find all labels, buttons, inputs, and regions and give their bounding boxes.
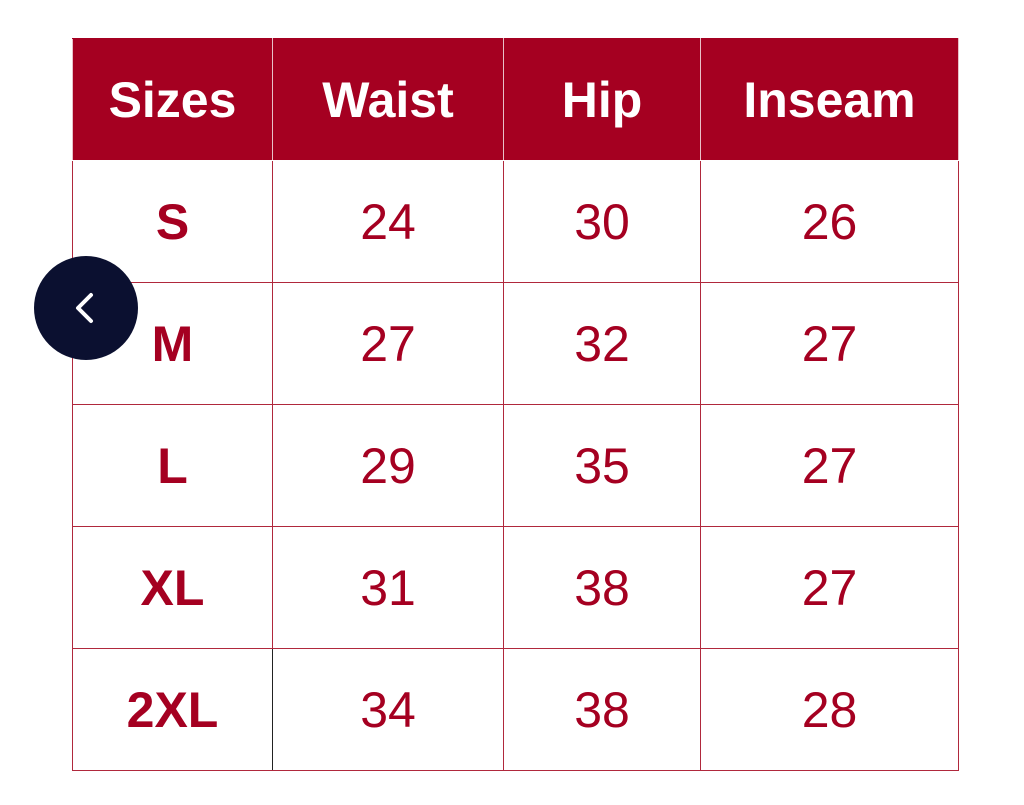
- hip-cell: 35: [503, 404, 701, 527]
- header-row: Sizes Waist Hip Inseam: [72, 38, 959, 161]
- size-cell: XL: [72, 526, 273, 649]
- size-chart-table: Sizes Waist Hip Inseam S 24 30 26 M 27 3…: [72, 38, 959, 771]
- waist-cell: 31: [272, 526, 504, 649]
- inseam-cell: 26: [700, 160, 959, 283]
- hip-cell: 30: [503, 160, 701, 283]
- inseam-cell: 27: [700, 404, 959, 527]
- table-row: S 24 30 26: [72, 160, 959, 283]
- waist-cell: 24: [272, 160, 504, 283]
- header-sizes: Sizes: [72, 38, 273, 161]
- waist-cell: 27: [272, 282, 504, 405]
- inseam-cell: 27: [700, 526, 959, 649]
- table-row: XL 31 38 27: [72, 526, 959, 649]
- header-inseam: Inseam: [700, 38, 959, 161]
- back-button[interactable]: [34, 256, 138, 360]
- table-row: L 29 35 27: [72, 404, 959, 527]
- waist-cell: 29: [272, 404, 504, 527]
- hip-cell: 38: [503, 648, 701, 771]
- header-waist: Waist: [272, 38, 504, 161]
- waist-cell: 34: [272, 648, 504, 771]
- size-cell: L: [72, 404, 273, 527]
- hip-cell: 32: [503, 282, 701, 405]
- inseam-cell: 27: [700, 282, 959, 405]
- chevron-left-icon: [76, 293, 93, 323]
- size-cell: 2XL: [72, 648, 273, 771]
- table-row: M 27 32 27: [72, 282, 959, 405]
- table-row: 2XL 34 38 28: [72, 648, 959, 771]
- inseam-cell: 28: [700, 648, 959, 771]
- hip-cell: 38: [503, 526, 701, 649]
- header-hip: Hip: [503, 38, 701, 161]
